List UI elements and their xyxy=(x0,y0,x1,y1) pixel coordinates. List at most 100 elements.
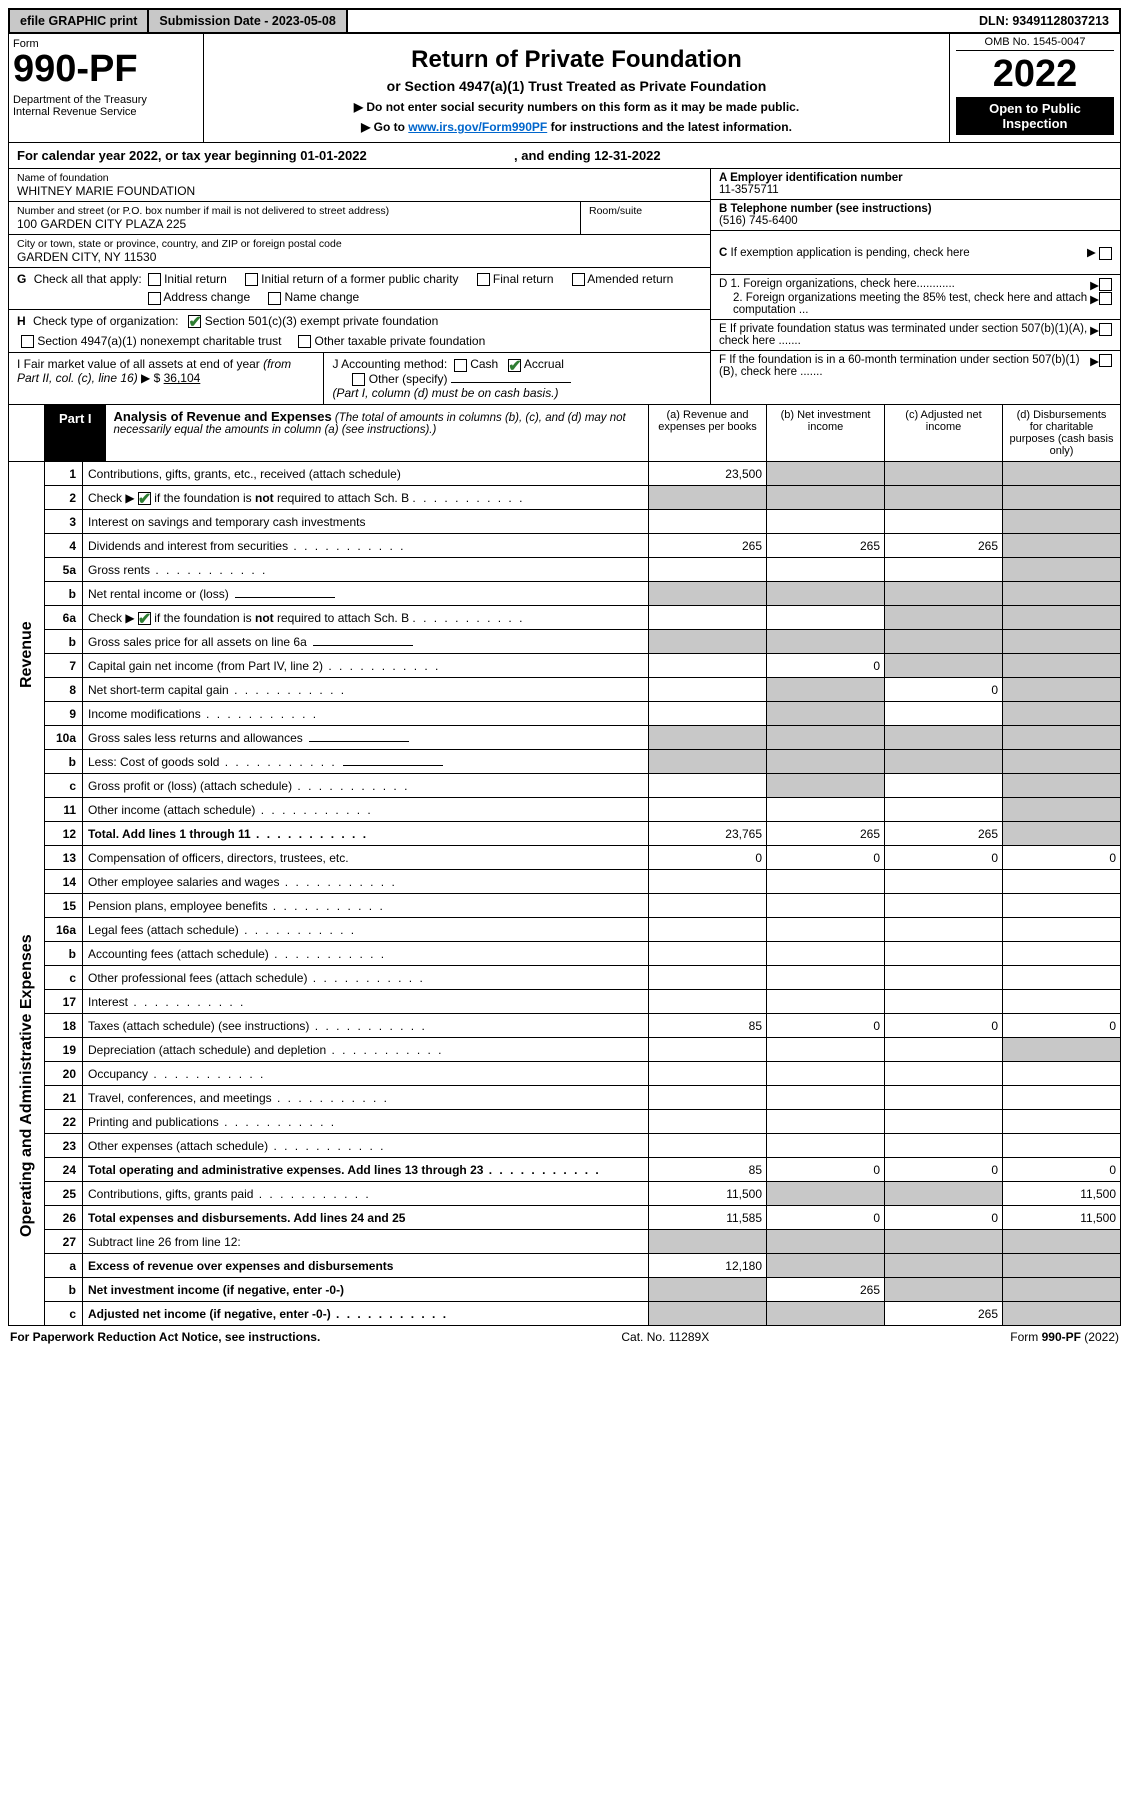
table-row: bGross sales price for all assets on lin… xyxy=(9,630,1121,654)
cell-a: 11,500 xyxy=(649,1182,767,1206)
j-cash[interactable]: Cash xyxy=(454,357,498,371)
table-row: 14Other employee salaries and wages xyxy=(9,870,1121,894)
h-501c3[interactable]: Section 501(c)(3) exempt private foundat… xyxy=(188,314,438,328)
cell-a xyxy=(649,1230,767,1254)
e-row: E If private foundation status was termi… xyxy=(711,320,1120,351)
catalog-number: Cat. No. 11289X xyxy=(621,1330,709,1344)
cell-a xyxy=(649,894,767,918)
table-row: 18Taxes (attach schedule) (see instructi… xyxy=(9,1014,1121,1038)
f-checkbox[interactable] xyxy=(1099,354,1112,367)
cell-c: 0 xyxy=(885,678,1003,702)
j-other[interactable]: Other (specify) xyxy=(352,372,447,386)
c-checkbox[interactable] xyxy=(1099,247,1112,260)
line-description: Pension plans, employee benefits xyxy=(83,894,649,918)
cell-dd xyxy=(1003,870,1121,894)
e-checkbox[interactable] xyxy=(1099,323,1112,336)
cell-c: 0 xyxy=(885,1158,1003,1182)
cell-c xyxy=(885,1062,1003,1086)
line-description: Other professional fees (attach schedule… xyxy=(83,966,649,990)
line-description: Legal fees (attach schedule) xyxy=(83,918,649,942)
line-description: Less: Cost of goods sold xyxy=(83,750,649,774)
cell-c xyxy=(885,990,1003,1014)
schb-checkbox[interactable] xyxy=(138,492,151,505)
cell-a: 85 xyxy=(649,1158,767,1182)
cell-dd xyxy=(1003,630,1121,654)
cell-c xyxy=(885,1182,1003,1206)
form-id-block: Form 990-PF Department of the Treasury I… xyxy=(9,34,204,142)
g-amended-return[interactable]: Amended return xyxy=(572,272,674,286)
line-number: 16a xyxy=(45,918,83,942)
h-other-taxable[interactable]: Other taxable private foundation xyxy=(298,334,485,348)
line-number: 9 xyxy=(45,702,83,726)
cell-b xyxy=(767,894,885,918)
line-number: 11 xyxy=(45,798,83,822)
name-label: Name of foundation xyxy=(17,172,702,184)
cell-b: 0 xyxy=(767,846,885,870)
ein-label: A Employer identification number xyxy=(719,172,903,184)
g-address-change[interactable]: Address change xyxy=(148,290,250,304)
cell-c xyxy=(885,582,1003,606)
address-label: Number and street (or P.O. box number if… xyxy=(17,205,572,217)
table-row: 6aCheck ▶ if the foundation is not requi… xyxy=(9,606,1121,630)
line-number: 26 xyxy=(45,1206,83,1230)
foundation-name: WHITNEY MARIE FOUNDATION xyxy=(17,184,702,198)
line-number: 4 xyxy=(45,534,83,558)
cell-b xyxy=(767,462,885,486)
line-description: Interest on savings and temporary cash i… xyxy=(83,510,649,534)
cell-b xyxy=(767,606,885,630)
cell-dd xyxy=(1003,894,1121,918)
line-number: 5a xyxy=(45,558,83,582)
public-inspection-label: Open to Public Inspection xyxy=(956,97,1114,135)
table-row: 16aLegal fees (attach schedule) xyxy=(9,918,1121,942)
irs-link[interactable]: www.irs.gov/Form990PF xyxy=(408,120,547,134)
cell-dd xyxy=(1003,654,1121,678)
schb-checkbox[interactable] xyxy=(138,612,151,625)
line-number: c xyxy=(45,1302,83,1326)
cell-dd xyxy=(1003,582,1121,606)
cell-dd xyxy=(1003,990,1121,1014)
line-description: Contributions, gifts, grants, etc., rece… xyxy=(83,462,649,486)
table-row: 5aGross rents xyxy=(9,558,1121,582)
form-header: Form 990-PF Department of the Treasury I… xyxy=(8,34,1121,143)
table-row: cOther professional fees (attach schedul… xyxy=(9,966,1121,990)
phone-label: B Telephone number (see instructions) xyxy=(719,203,932,215)
cell-a xyxy=(649,486,767,510)
cell-dd xyxy=(1003,1134,1121,1158)
line-description: Travel, conferences, and meetings xyxy=(83,1086,649,1110)
cell-a xyxy=(649,870,767,894)
cell-dd xyxy=(1003,822,1121,846)
line-number: 21 xyxy=(45,1086,83,1110)
line-description: Other income (attach schedule) xyxy=(83,798,649,822)
cell-a: 11,585 xyxy=(649,1206,767,1230)
cell-b xyxy=(767,1038,885,1062)
line-number: 25 xyxy=(45,1182,83,1206)
d1-checkbox[interactable] xyxy=(1099,278,1112,291)
cell-a: 23,500 xyxy=(649,462,767,486)
line-number: 23 xyxy=(45,1134,83,1158)
cell-c xyxy=(885,510,1003,534)
line-number: 7 xyxy=(45,654,83,678)
address-row: Number and street (or P.O. box number if… xyxy=(9,202,580,234)
h-4947[interactable]: Section 4947(a)(1) nonexempt charitable … xyxy=(21,334,281,348)
cell-b xyxy=(767,582,885,606)
table-row: 27Subtract line 26 from line 12: xyxy=(9,1230,1121,1254)
table-row: 21Travel, conferences, and meetings xyxy=(9,1086,1121,1110)
form-subtitle: or Section 4947(a)(1) Trust Treated as P… xyxy=(216,78,937,94)
d2-checkbox[interactable] xyxy=(1099,292,1112,305)
cell-dd xyxy=(1003,1230,1121,1254)
line-number: 17 xyxy=(45,990,83,1014)
line-number: b xyxy=(45,750,83,774)
g-final-return[interactable]: Final return xyxy=(477,272,554,286)
cell-a: 265 xyxy=(649,534,767,558)
cell-dd xyxy=(1003,606,1121,630)
cell-b xyxy=(767,966,885,990)
j-accrual[interactable]: Accrual xyxy=(508,357,564,371)
g-initial-return[interactable]: Initial return xyxy=(148,272,227,286)
part-1-header: Part I Analysis of Revenue and Expenses … xyxy=(8,405,1121,462)
efile-graphic-label: efile GRAPHIC print xyxy=(10,10,149,32)
fmv-value: 36,104 xyxy=(164,371,201,385)
cell-c xyxy=(885,966,1003,990)
line-description: Income modifications xyxy=(83,702,649,726)
g-initial-former[interactable]: Initial return of a former public charit… xyxy=(245,272,459,286)
g-name-change[interactable]: Name change xyxy=(268,290,359,304)
